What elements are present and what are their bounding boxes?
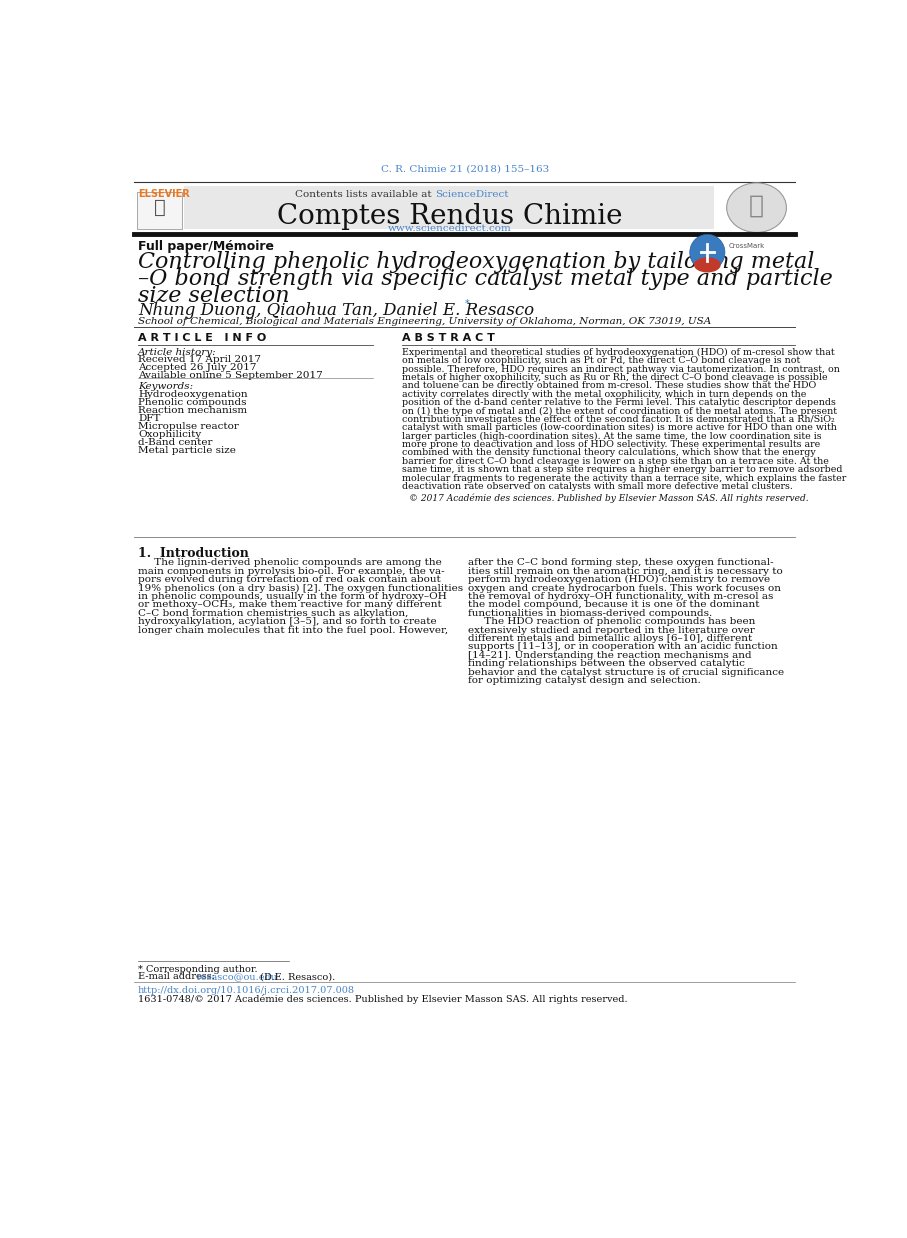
Text: ities still remain on the aromatic ring, and it is necessary to: ities still remain on the aromatic ring,…	[468, 567, 783, 576]
Text: [14–21]. Understanding the reaction mechanisms and: [14–21]. Understanding the reaction mech…	[468, 651, 752, 660]
Text: Reaction mechanism: Reaction mechanism	[138, 406, 247, 415]
Text: *: *	[465, 300, 470, 310]
Text: 19% phenolics (on a dry basis) [2]. The oxygen functionalities: 19% phenolics (on a dry basis) [2]. The …	[138, 583, 463, 593]
Ellipse shape	[694, 258, 721, 272]
Text: extensively studied and reported in the literature over: extensively studied and reported in the …	[468, 625, 756, 635]
Text: size selection: size selection	[138, 285, 289, 307]
Text: © 2017 Académie des sciences. Published by Elsevier Masson SAS. All rights reser: © 2017 Académie des sciences. Published …	[408, 493, 808, 503]
Text: Comptes Rendus Chimie: Comptes Rendus Chimie	[277, 203, 622, 230]
Text: Micropulse reactor: Micropulse reactor	[138, 422, 239, 431]
Text: in phenolic compounds, usually in the form of hydroxy–OH: in phenolic compounds, usually in the fo…	[138, 592, 447, 600]
Text: functionalities in biomass-derived compounds.: functionalities in biomass-derived compo…	[468, 609, 713, 618]
Text: more prone to deactivation and loss of HDO selectivity. These experimental resul: more prone to deactivation and loss of H…	[402, 439, 820, 449]
Text: Phenolic compounds: Phenolic compounds	[138, 397, 247, 407]
Text: 🌳: 🌳	[154, 198, 166, 217]
Text: Accepted 26 July 2017: Accepted 26 July 2017	[138, 363, 257, 373]
Text: and toluene can be directly obtained from m-cresol. These studies show that the : and toluene can be directly obtained fro…	[402, 381, 815, 390]
Text: pors evolved during torrefaction of red oak contain about: pors evolved during torrefaction of red …	[138, 576, 441, 584]
FancyBboxPatch shape	[183, 186, 715, 229]
Text: Received 17 April 2017: Received 17 April 2017	[138, 355, 261, 364]
Text: catalyst with small particles (low-coordination sites) is more active for HDO th: catalyst with small particles (low-coord…	[402, 423, 836, 432]
Text: CrossMark: CrossMark	[728, 243, 765, 249]
Text: behavior and the catalyst structure is of crucial significance: behavior and the catalyst structure is o…	[468, 667, 785, 676]
Text: Metal particle size: Metal particle size	[138, 447, 236, 456]
Text: metals of higher oxophilicity, such as Ru or Rh, the direct C–O bond cleavage is: metals of higher oxophilicity, such as R…	[402, 373, 827, 383]
Text: http://dx.doi.org/10.1016/j.crci.2017.07.008: http://dx.doi.org/10.1016/j.crci.2017.07…	[138, 985, 355, 994]
Text: Contents lists available at: Contents lists available at	[296, 189, 435, 198]
Text: Hydrodeoxygenation: Hydrodeoxygenation	[138, 390, 248, 399]
Text: the removal of hydroxy–OH functionality, with m-cresol as: the removal of hydroxy–OH functionality,…	[468, 592, 774, 600]
Text: main components in pyrolysis bio-oil. For example, the va-: main components in pyrolysis bio-oil. Fo…	[138, 567, 444, 576]
Text: 1.  Introduction: 1. Introduction	[138, 547, 249, 560]
Text: same time, it is shown that a step site requires a higher energy barrier to remo: same time, it is shown that a step site …	[402, 465, 842, 474]
Text: * Corresponding author.: * Corresponding author.	[138, 964, 258, 973]
Text: –O bond strength via specific catalyst metal type and particle: –O bond strength via specific catalyst m…	[138, 267, 833, 290]
Text: A R T I C L E   I N F O: A R T I C L E I N F O	[138, 333, 267, 343]
Text: possible. Therefore, HDO requires an indirect pathway via tautomerization. In co: possible. Therefore, HDO requires an ind…	[402, 364, 840, 374]
Text: combined with the density functional theory calculations, which show that the en: combined with the density functional the…	[402, 448, 815, 458]
Text: The lignin-derived phenolic compounds are among the: The lignin-derived phenolic compounds ar…	[138, 558, 442, 567]
Text: on metals of low oxophilicity, such as Pt or Pd, the direct C–O bond cleavage is: on metals of low oxophilicity, such as P…	[402, 357, 800, 365]
Text: supports [11–13], or in cooperation with an acidic function: supports [11–13], or in cooperation with…	[468, 643, 778, 651]
Text: different metals and bimetallic alloys [6–10], different: different metals and bimetallic alloys […	[468, 634, 753, 643]
Text: deactivation rate observed on catalysts with small more defective metal clusters: deactivation rate observed on catalysts …	[402, 482, 793, 491]
Text: perform hydrodeoxygenation (HDO) chemistry to remove: perform hydrodeoxygenation (HDO) chemist…	[468, 576, 770, 584]
Text: on (1) the type of metal and (2) the extent of coordination of the metal atoms. : on (1) the type of metal and (2) the ext…	[402, 406, 836, 416]
Text: ⚜: ⚜	[749, 194, 764, 217]
Text: C–C bond formation chemistries such as alkylation,: C–C bond formation chemistries such as a…	[138, 609, 408, 618]
Text: The HDO reaction of phenolic compounds has been: The HDO reaction of phenolic compounds h…	[468, 618, 756, 626]
Ellipse shape	[727, 183, 786, 233]
Text: for optimizing catalyst design and selection.: for optimizing catalyst design and selec…	[468, 676, 701, 685]
Text: Experimental and theoretical studies of hydrodeoxygenation (HDO) of m-cresol sho: Experimental and theoretical studies of …	[402, 348, 834, 357]
Text: longer chain molecules that fit into the fuel pool. However,: longer chain molecules that fit into the…	[138, 625, 448, 635]
Text: the model compound, because it is one of the dominant: the model compound, because it is one of…	[468, 600, 760, 609]
Text: ELSEVIER: ELSEVIER	[138, 188, 190, 198]
Text: finding relationships between the observed catalytic: finding relationships between the observ…	[468, 659, 746, 669]
Text: ScienceDirect: ScienceDirect	[435, 189, 509, 198]
Text: School of Chemical, Biological and Materials Engineering, University of Oklahoma: School of Chemical, Biological and Mater…	[138, 317, 711, 327]
Text: Available online 5 September 2017: Available online 5 September 2017	[138, 370, 323, 380]
Text: oxygen and create hydrocarbon fuels. This work focuses on: oxygen and create hydrocarbon fuels. Thi…	[468, 583, 781, 593]
FancyBboxPatch shape	[137, 192, 182, 229]
Text: d-Band center: d-Band center	[138, 438, 212, 447]
Text: www.sciencedirect.com: www.sciencedirect.com	[387, 224, 512, 233]
Text: C. R. Chimie 21 (2018) 155–163: C. R. Chimie 21 (2018) 155–163	[381, 165, 549, 173]
Text: Controlling phenolic hydrodeoxygenation by tailoring metal: Controlling phenolic hydrodeoxygenation …	[138, 250, 814, 272]
Text: 1631-0748/© 2017 Académie des sciences. Published by Elsevier Masson SAS. All ri: 1631-0748/© 2017 Académie des sciences. …	[138, 994, 628, 1004]
Text: Article history:: Article history:	[138, 348, 217, 357]
Text: larger particles (high-coordination sites). At the same time, the low coordinati: larger particles (high-coordination site…	[402, 432, 821, 441]
Text: A B S T R A C T: A B S T R A C T	[402, 333, 494, 343]
Text: after the C–C bond forming step, these oxygen functional-: after the C–C bond forming step, these o…	[468, 558, 774, 567]
Text: DFT: DFT	[138, 413, 161, 423]
Text: Keywords:: Keywords:	[138, 383, 193, 391]
Text: (D.E. Resasco).: (D.E. Resasco).	[258, 972, 336, 982]
Text: Nhung Duong, Qiaohua Tan, Daniel E. Resasco: Nhung Duong, Qiaohua Tan, Daniel E. Resa…	[138, 302, 534, 319]
Text: Oxophilicity: Oxophilicity	[138, 431, 201, 439]
Text: E-mail address:: E-mail address:	[138, 972, 218, 982]
Text: or methoxy–OCH₃, make them reactive for many different: or methoxy–OCH₃, make them reactive for …	[138, 600, 442, 609]
Text: molecular fragments to regenerate the activity than a terrace site, which explai: molecular fragments to regenerate the ac…	[402, 474, 846, 483]
Text: barrier for direct C–O bond cleavage is lower on a step site than on a terrace s: barrier for direct C–O bond cleavage is …	[402, 457, 828, 465]
Text: resasco@ou.edu: resasco@ou.edu	[196, 972, 278, 982]
Text: position of the d-band center relative to the Fermi level. This catalytic descri: position of the d-band center relative t…	[402, 399, 835, 407]
Ellipse shape	[690, 234, 725, 271]
Text: contribution investigates the effect of the second factor. It is demonstrated th: contribution investigates the effect of …	[402, 415, 834, 423]
Text: activity correlates directly with the metal oxophilicity, which in turn depends : activity correlates directly with the me…	[402, 390, 806, 399]
Text: Full paper/Mémoire: Full paper/Mémoire	[138, 240, 274, 253]
Text: hydroxyalkylation, acylation [3–5], and so forth to create: hydroxyalkylation, acylation [3–5], and …	[138, 618, 436, 626]
